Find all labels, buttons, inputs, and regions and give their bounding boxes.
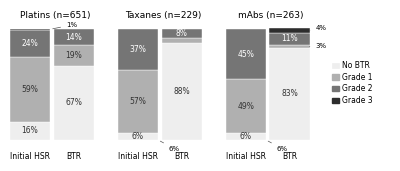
Text: 45%: 45% [237, 50, 254, 59]
Text: 83%: 83% [281, 89, 298, 98]
Text: 24%: 24% [22, 39, 38, 48]
Bar [269, 45, 310, 48]
Bar [162, 38, 202, 43]
Text: 49%: 49% [237, 102, 254, 111]
Text: 6%: 6% [240, 132, 252, 141]
Title: Taxanes (n=229): Taxanes (n=229) [125, 11, 202, 20]
Bar [118, 70, 158, 133]
Text: 88%: 88% [173, 87, 190, 96]
Bar [226, 133, 266, 140]
Text: 8%: 8% [176, 29, 188, 38]
Bar [162, 29, 202, 38]
Text: 59%: 59% [22, 85, 38, 94]
Bar [118, 133, 158, 140]
Bar [54, 29, 94, 45]
Text: 19%: 19% [65, 51, 82, 60]
Bar [269, 28, 310, 33]
Text: 37%: 37% [129, 45, 146, 54]
Text: 4%: 4% [310, 25, 326, 31]
Bar [10, 57, 50, 122]
Text: 6%: 6% [268, 141, 288, 152]
Text: 6%: 6% [160, 141, 180, 152]
Title: mAbs (n=263): mAbs (n=263) [238, 11, 304, 20]
Bar [226, 29, 266, 79]
Bar [10, 122, 50, 140]
Legend: No BTR, Grade 1, Grade 2, Grade 3: No BTR, Grade 1, Grade 2, Grade 3 [329, 58, 376, 108]
Bar [226, 79, 266, 133]
Text: 14%: 14% [65, 33, 82, 42]
Bar [118, 29, 158, 70]
Bar [10, 29, 50, 30]
Text: 6%: 6% [132, 132, 144, 141]
Bar [10, 30, 50, 57]
Bar [54, 66, 94, 140]
Text: 3%: 3% [310, 43, 326, 49]
Bar [54, 45, 94, 66]
Text: 1%: 1% [53, 22, 77, 29]
Text: 67%: 67% [65, 98, 82, 107]
Text: 16%: 16% [22, 127, 38, 135]
Text: 11%: 11% [281, 34, 298, 43]
Bar [269, 33, 310, 45]
Bar [162, 43, 202, 140]
Bar [269, 48, 310, 140]
Title: Platins (n=651): Platins (n=651) [20, 11, 91, 20]
Text: 57%: 57% [129, 97, 146, 106]
